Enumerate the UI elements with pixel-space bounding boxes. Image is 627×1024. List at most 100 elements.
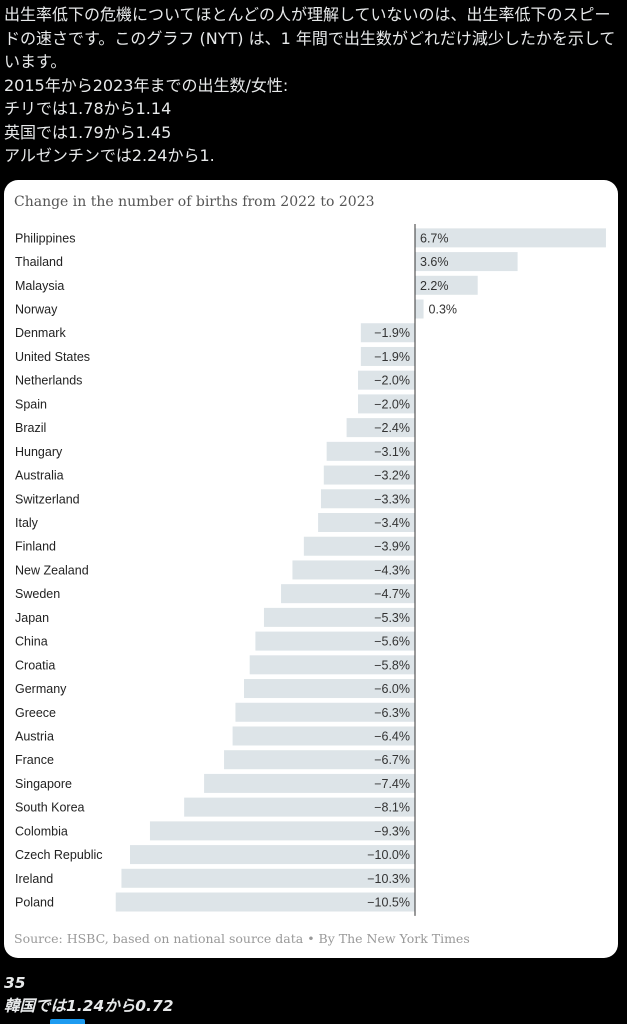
- bar: [303, 536, 415, 556]
- bar: [323, 465, 415, 485]
- category-label: Hungary: [15, 445, 63, 459]
- category-label: Austria: [15, 729, 54, 743]
- bar: [346, 418, 415, 438]
- bar: [415, 228, 606, 248]
- category-label: China: [15, 635, 48, 649]
- category-label: Denmark: [15, 326, 66, 340]
- category-label: Finland: [15, 540, 56, 554]
- bar: [292, 560, 415, 580]
- value-label: −5.3%: [374, 611, 410, 625]
- value-label: −7.4%: [374, 777, 410, 791]
- bar: [204, 773, 415, 793]
- bar: [320, 489, 415, 509]
- bar: [281, 584, 415, 604]
- bar: [232, 726, 415, 746]
- value-label: −2.0%: [374, 397, 410, 411]
- value-label: 0.3%: [429, 303, 458, 317]
- bar: [360, 346, 415, 366]
- chart-title: Change in the number of births from 2022…: [14, 194, 375, 210]
- value-label: −6.4%: [374, 729, 410, 743]
- category-label: Germany: [15, 682, 67, 696]
- category-label: United States: [15, 350, 90, 364]
- value-label: −10.3%: [367, 872, 410, 886]
- category-label: Czech Republic: [15, 848, 103, 862]
- value-label: −3.2%: [374, 469, 410, 483]
- category-label: Singapore: [15, 777, 72, 791]
- bar: [224, 750, 415, 770]
- category-label: Japan: [15, 611, 49, 625]
- value-label: −8.1%: [374, 801, 410, 815]
- value-label: −4.3%: [374, 563, 410, 577]
- post-line: アルゼンチンでは2.24から1.: [4, 146, 215, 165]
- bar: [244, 679, 415, 699]
- chart-source: Source: HSBC, based on national source d…: [14, 931, 470, 946]
- category-label: Italy: [15, 516, 39, 530]
- chart-image-card[interactable]: Change in the number of births from 2022…: [4, 180, 618, 958]
- value-label: −5.6%: [374, 635, 410, 649]
- bar: [149, 821, 415, 841]
- category-label: Netherlands: [15, 374, 82, 388]
- category-label: Thailand: [15, 255, 63, 269]
- value-label: −4.7%: [374, 587, 410, 601]
- category-label: Philippines: [15, 231, 75, 245]
- value-label: 6.7%: [420, 231, 449, 245]
- value-label: 3.6%: [420, 255, 449, 269]
- value-label: −6.0%: [374, 682, 410, 696]
- post-line: 2015年から2023年までの出生数/女性:: [4, 75, 289, 95]
- bar: [326, 441, 415, 461]
- value-label: −3.4%: [374, 516, 410, 530]
- value-label: −2.0%: [374, 374, 410, 388]
- value-label: −9.3%: [374, 824, 410, 838]
- value-label: −3.9%: [374, 540, 410, 554]
- bar: [121, 868, 415, 888]
- post-line: チリでは1.78から1.14: [4, 99, 172, 118]
- bar: [255, 631, 415, 651]
- value-label: −1.9%: [374, 350, 410, 364]
- value-label: −2.4%: [374, 421, 410, 435]
- bar: [184, 797, 415, 817]
- value-label: −10.5%: [367, 896, 410, 910]
- post-line: 英国では1.79から1.45: [4, 122, 172, 142]
- category-label: France: [15, 753, 54, 767]
- category-label: Sweden: [15, 587, 60, 601]
- bar-chart: Philippines 6.7% Thailand 3.6% Malaysia 2.2% N…: [15, 224, 606, 916]
- bar: [415, 275, 478, 295]
- value-label: −3.1%: [374, 445, 410, 459]
- footer-text: 35 韓国では1.24から0.72: [4, 972, 622, 1018]
- bar: [415, 299, 424, 319]
- bar: [263, 607, 415, 627]
- value-label: −5.8%: [374, 658, 410, 672]
- value-label: −6.7%: [374, 753, 410, 767]
- value-label: −1.9%: [374, 326, 410, 340]
- bar: [249, 655, 415, 675]
- bar: [130, 845, 415, 865]
- category-label: Ireland: [15, 872, 53, 886]
- value-label: −10.0%: [367, 848, 410, 862]
- bar: [358, 394, 415, 414]
- value-label: −3.3%: [374, 492, 410, 506]
- category-label: Malaysia: [15, 279, 64, 293]
- category-label: Brazil: [15, 421, 46, 435]
- value-label: −6.3%: [374, 706, 410, 720]
- bar: [235, 702, 415, 722]
- hashtag-link[interactable]: [50, 1019, 85, 1024]
- post-text: 出生率低下の危機についてほとんどの人が理解していないのは、出生率低下のスピードの…: [4, 3, 622, 168]
- category-label: Greece: [15, 706, 56, 720]
- bar: [318, 513, 415, 532]
- category-label: Norway: [15, 303, 58, 317]
- category-label: New Zealand: [15, 563, 89, 577]
- footer-line: 韓国では1.24から0.72: [4, 997, 174, 1015]
- category-label: South Korea: [15, 801, 85, 815]
- category-label: Spain: [15, 397, 47, 411]
- bar: [415, 252, 518, 272]
- category-label: Switzerland: [15, 492, 80, 506]
- footer-number: 35: [4, 974, 26, 992]
- value-label: 2.2%: [420, 279, 449, 293]
- category-label: Poland: [15, 896, 54, 910]
- bar: [115, 892, 415, 912]
- category-label: Colombia: [15, 824, 68, 838]
- bar: [358, 370, 415, 390]
- category-label: Croatia: [15, 658, 55, 672]
- category-label: Australia: [15, 469, 64, 483]
- post-line: 出生率低下の危機についてほとんどの人が理解していないのは、出生率低下のスピードの…: [4, 5, 616, 71]
